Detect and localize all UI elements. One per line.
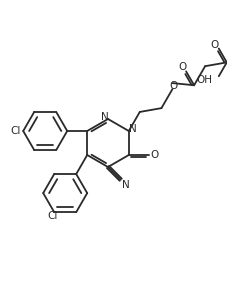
Text: N: N xyxy=(128,124,136,134)
Text: O: O xyxy=(150,150,158,160)
Text: OH: OH xyxy=(196,75,212,85)
Text: Cl: Cl xyxy=(47,211,57,221)
Text: O: O xyxy=(169,81,177,91)
Text: Cl: Cl xyxy=(10,126,20,136)
Text: O: O xyxy=(210,40,218,49)
Text: N: N xyxy=(121,180,129,190)
Text: N: N xyxy=(100,112,108,122)
Text: O: O xyxy=(177,62,185,72)
